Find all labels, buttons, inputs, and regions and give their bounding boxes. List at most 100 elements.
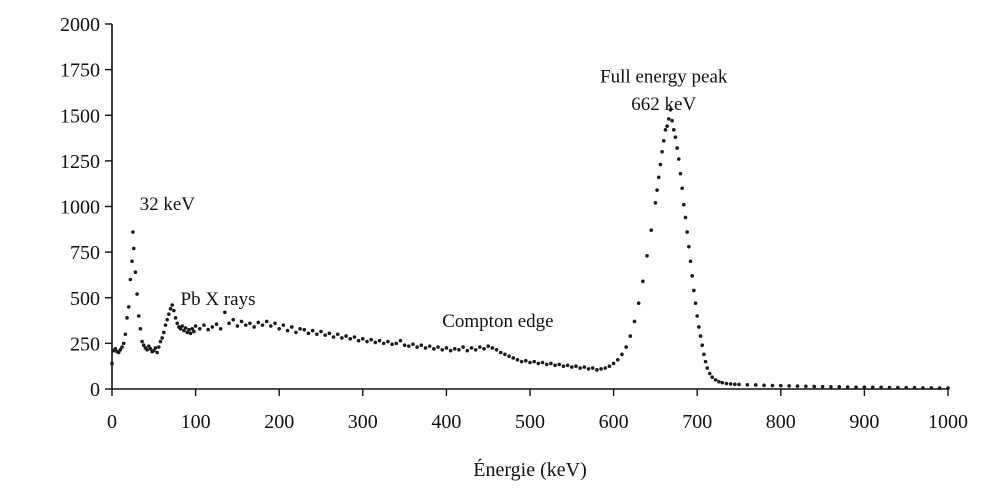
data-point — [281, 323, 286, 327]
data-point — [285, 328, 290, 333]
data-point — [946, 386, 950, 390]
x-tick-label: 400 — [431, 411, 461, 433]
annotation-label: 662 keV — [631, 94, 696, 115]
data-point — [167, 312, 171, 316]
data-point — [720, 380, 725, 385]
data-point — [273, 321, 277, 326]
data-point — [698, 334, 703, 338]
data-point — [398, 338, 403, 343]
data-point — [227, 321, 231, 326]
data-point — [135, 292, 139, 296]
data-points — [110, 107, 950, 390]
data-point — [377, 338, 382, 343]
data-point — [515, 358, 520, 362]
x-tick-label: 900 — [849, 411, 879, 433]
data-point — [570, 365, 574, 369]
data-point — [524, 358, 528, 363]
data-point — [665, 124, 669, 128]
data-point — [310, 328, 315, 333]
data-point — [685, 230, 689, 234]
data-point — [192, 329, 196, 334]
data-point — [688, 259, 693, 264]
annotation-label: 32 keV — [140, 194, 196, 215]
data-point — [178, 326, 183, 331]
data-point — [182, 328, 186, 333]
data-point — [929, 386, 934, 390]
data-point — [680, 186, 684, 191]
data-point — [700, 343, 705, 348]
data-point — [223, 310, 227, 315]
data-point — [155, 350, 159, 355]
data-point — [511, 356, 516, 360]
data-point — [663, 128, 668, 132]
data-point — [653, 201, 658, 205]
data-point — [879, 385, 883, 390]
data-point — [536, 361, 541, 366]
data-point — [239, 319, 244, 324]
data-point — [820, 384, 825, 389]
data-point — [436, 345, 440, 349]
data-point — [620, 352, 624, 357]
data-point — [406, 344, 411, 348]
data-point — [133, 270, 138, 275]
data-point — [595, 368, 599, 372]
data-point — [152, 348, 156, 353]
data-point — [235, 324, 240, 328]
data-point — [394, 341, 399, 346]
data-point — [683, 215, 688, 220]
data-point — [904, 385, 908, 390]
data-point — [340, 336, 344, 340]
data-point — [666, 117, 671, 121]
data-point — [197, 326, 202, 331]
x-tick-label: 1000 — [928, 411, 968, 433]
data-point — [158, 339, 163, 344]
data-point — [544, 362, 549, 367]
data-point — [118, 347, 123, 352]
data-point — [110, 361, 114, 366]
data-point — [703, 359, 708, 364]
x-tick-label: 500 — [515, 411, 545, 433]
data-point — [540, 360, 545, 365]
data-point — [452, 347, 457, 351]
y-tick-label: 500 — [70, 288, 100, 310]
data-point — [231, 317, 236, 322]
data-point — [862, 385, 867, 389]
data-point — [344, 334, 348, 338]
data-point — [145, 347, 149, 352]
data-point — [661, 139, 666, 143]
data-point — [486, 344, 491, 348]
x-tick-label: 100 — [181, 411, 211, 433]
data-point — [697, 325, 701, 329]
data-point — [713, 378, 718, 382]
data-point — [717, 379, 721, 384]
data-point — [649, 228, 654, 233]
data-point — [561, 364, 566, 368]
data-point — [373, 340, 378, 345]
data-point — [745, 383, 750, 387]
y-tick-label: 1750 — [60, 60, 100, 82]
data-point — [829, 385, 833, 389]
data-point — [153, 346, 158, 350]
data-point — [121, 341, 126, 346]
data-point — [136, 314, 141, 318]
data-point — [795, 384, 800, 388]
x-tick-label: 600 — [599, 411, 629, 433]
data-point — [411, 342, 415, 347]
data-point — [331, 335, 336, 339]
y-tick-label: 1500 — [60, 105, 100, 127]
x-axis-label: Énergie (keV) — [473, 458, 586, 481]
data-point — [327, 331, 332, 336]
data-point — [937, 386, 942, 390]
data-point — [507, 354, 511, 358]
x-ticks: 0 100 200 300 400 500 600 700 800 900 1000 — [107, 389, 968, 433]
data-point — [183, 326, 188, 330]
data-point — [457, 347, 461, 352]
data-point — [494, 347, 499, 352]
data-point — [519, 359, 524, 364]
data-point — [582, 365, 587, 369]
data-point — [590, 366, 595, 370]
data-point — [671, 128, 676, 132]
data-point — [675, 146, 679, 150]
data-point — [386, 339, 390, 344]
data-point — [641, 279, 645, 284]
